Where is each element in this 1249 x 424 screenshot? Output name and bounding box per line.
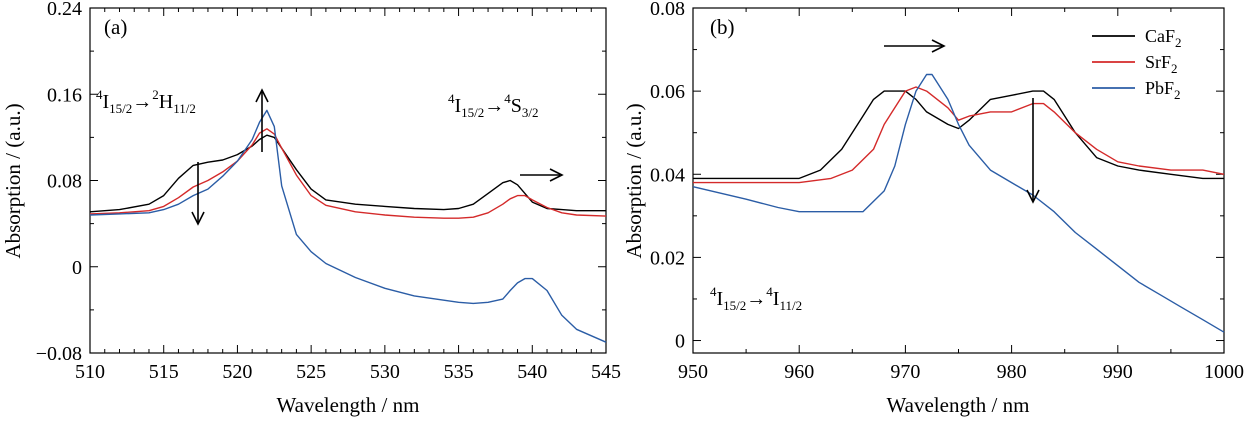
series-line-caf2 bbox=[89, 134, 606, 213]
arrow-up-a bbox=[255, 88, 269, 152]
y-tick-label: 0.08 bbox=[47, 171, 82, 193]
legend: CaF2 SrF2 PbF2 bbox=[1092, 26, 1182, 102]
x-tick-label: 990 bbox=[1103, 361, 1133, 383]
x-tick-label: 970 bbox=[890, 361, 920, 383]
x-tick-label: 515 bbox=[149, 361, 179, 383]
y-tick-label: 0 bbox=[675, 331, 685, 353]
panel-label-b: (b) bbox=[710, 15, 735, 39]
legend-label-caf2: CaF2 bbox=[1145, 26, 1182, 50]
y-tick-label: −0.08 bbox=[36, 343, 82, 365]
legend-label-srf2: SrF2 bbox=[1145, 52, 1178, 76]
arrow-right-a bbox=[520, 168, 564, 182]
x-tick-label: 530 bbox=[370, 361, 400, 383]
y-tick-label: 0 bbox=[72, 257, 82, 279]
annotation-transition-h11: 4I15/2→2H11/2 bbox=[96, 87, 196, 116]
series-a bbox=[89, 109, 607, 343]
x-tick-label: 1000 bbox=[1204, 361, 1244, 383]
x-tick-label: 510 bbox=[75, 361, 105, 383]
series-line-srf2 bbox=[89, 128, 607, 219]
x-tick-label: 520 bbox=[222, 361, 252, 383]
annotation-transition-i11: 4I15/2→4I11/2 bbox=[710, 284, 802, 313]
legend-item-srf2: SrF2 bbox=[1092, 52, 1178, 76]
y-tick-label: 0.06 bbox=[650, 81, 685, 103]
x-axis-label-a: Wavelength / nm bbox=[277, 393, 420, 417]
y-tick-label: 0.04 bbox=[650, 164, 685, 186]
x-tick-label: 525 bbox=[296, 361, 326, 383]
y-axis-label-a: Absorption / (a.u.) bbox=[1, 103, 25, 258]
y-tick-label: 0.08 bbox=[650, 0, 685, 20]
ticks-a: 510 515 520 525 530 535 540 545 −0.08 0 0.08 0.16 0.… bbox=[36, 0, 621, 383]
arrow-down-a bbox=[191, 162, 205, 226]
y-tick-label: 0.24 bbox=[47, 0, 82, 20]
x-tick-label: 980 bbox=[997, 361, 1027, 383]
x-tick-label: 540 bbox=[517, 361, 547, 383]
annotation-transition-s32: 4I15/2→4S3/2 bbox=[448, 91, 539, 120]
panel-a: (a) Wavelength / nm Absorption / (a.u.) … bbox=[1, 0, 621, 417]
panel-label-a: (a) bbox=[104, 15, 127, 39]
panel-b: (b) Wavelength / nm Absorption / (a.u.) … bbox=[622, 0, 1244, 417]
series-b bbox=[692, 73, 1225, 333]
series-line-caf2 bbox=[693, 90, 1224, 180]
legend-item-caf2: CaF2 bbox=[1092, 26, 1182, 50]
series-line-srf2 bbox=[693, 86, 1225, 184]
legend-label-pbf2: PbF2 bbox=[1145, 78, 1181, 102]
plot-frame-a bbox=[89, 7, 607, 354]
x-tick-label: 545 bbox=[591, 361, 621, 383]
y-axis-label-b: Absorption / (a.u.) bbox=[622, 103, 646, 258]
arrow-right-b bbox=[884, 39, 946, 53]
series-line-pbf2 bbox=[692, 73, 1225, 333]
x-tick-label: 960 bbox=[784, 361, 814, 383]
x-tick-label: 950 bbox=[678, 361, 708, 383]
arrow-down-b bbox=[1026, 98, 1040, 204]
ticks-b: 950 960 970 980 990 1000 0 0.02 0.04 0.06 0.08 bbox=[650, 0, 1244, 383]
x-tick-label: 535 bbox=[444, 361, 474, 383]
y-tick-label: 0.16 bbox=[47, 84, 82, 106]
x-axis-label-b: Wavelength / nm bbox=[887, 393, 1030, 417]
y-tick-label: 0.02 bbox=[650, 247, 685, 269]
legend-item-pbf2: PbF2 bbox=[1092, 78, 1181, 102]
series-line-pbf2 bbox=[89, 109, 607, 343]
